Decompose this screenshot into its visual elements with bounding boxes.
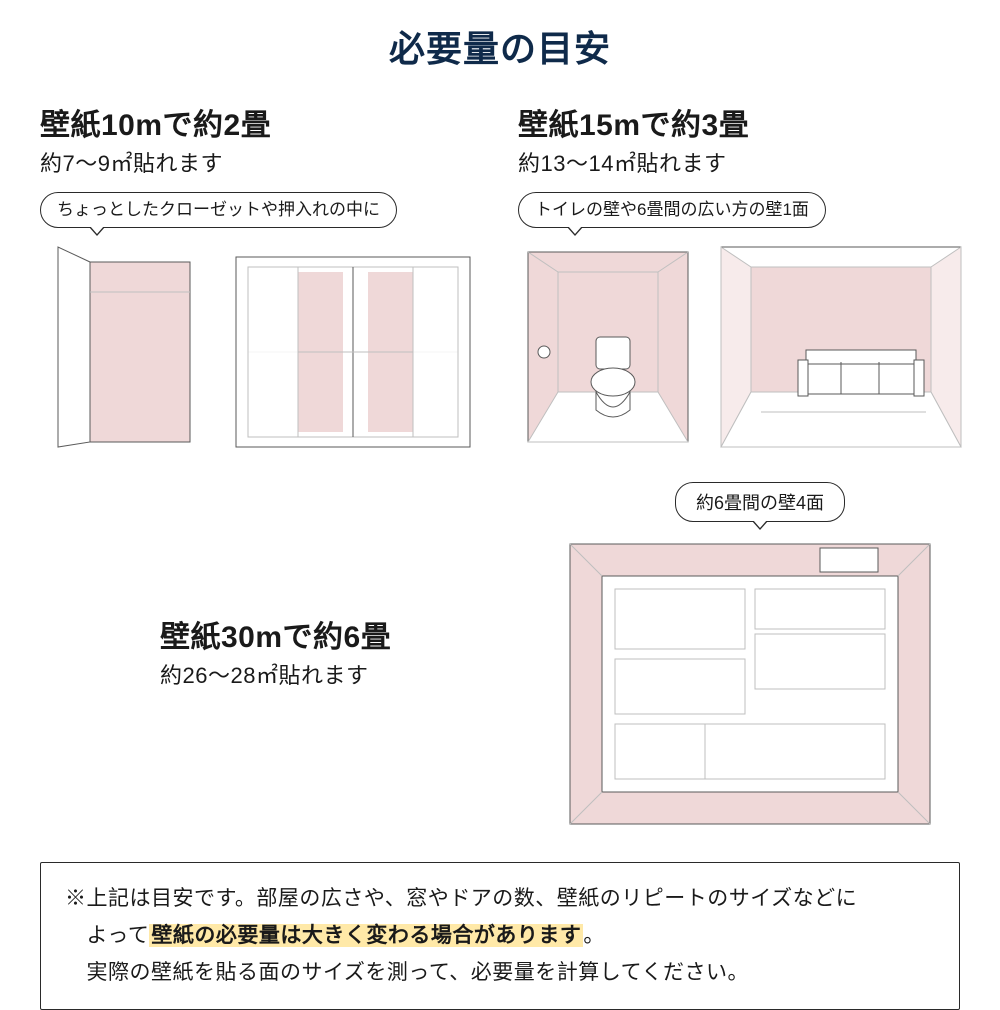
heading-30m: 壁紙30mで約6畳 (160, 612, 520, 656)
bubble-10m: ちょっとしたクローゼットや押入れの中に (40, 192, 397, 228)
illus-row-10m (40, 242, 478, 462)
living-room-icon (716, 242, 966, 462)
bubble-30m: 約6畳間の壁4面 (675, 482, 845, 522)
top-row: 壁紙10mで約2畳 約7～9㎡貼れます ちょっとしたクローゼットや押入れの中に (40, 100, 960, 462)
closet-icon (40, 242, 210, 462)
subheading-10m: 約7～9㎡貼れます (40, 146, 478, 178)
subheading-15m: 約13～14㎡貼れます (518, 146, 966, 178)
note-highlight: 壁紙の必要量は大きく変わる場合があります (149, 924, 583, 947)
sliding-closet-icon (228, 242, 478, 462)
note-line-2c: 。 (583, 924, 605, 947)
section-15m: 壁紙15mで約3畳 約13～14㎡貼れます トイレの壁や6畳間の広い方の壁1面 (518, 100, 966, 462)
section-30m: 壁紙30mで約6畳 約26～28㎡貼れます 約6畳間の壁4面 (40, 482, 960, 834)
heading-10m: 壁紙10mで約2畳 (40, 100, 478, 144)
note-line-3: 実際の壁紙を貼る面のサイズを測って、必要量を計算してください。 (65, 955, 935, 992)
illus-row-15m (518, 242, 966, 462)
note-line-2a: よって (87, 924, 150, 947)
note-line-1: ※上記は目安です。部屋の広さや、窓やドアの数、壁紙のリピートのサイズなどに (65, 881, 935, 918)
section-10m: 壁紙10mで約2畳 約7～9㎡貼れます ちょっとしたクローゼットや押入れの中に (40, 100, 478, 462)
room-plan-icon (560, 534, 940, 834)
bubble-15m: トイレの壁や6畳間の広い方の壁1面 (518, 192, 826, 228)
note-line-3-text: 実際の壁紙を貼る面のサイズを測って、必要量を計算してください。 (87, 961, 750, 984)
section-30m-illus: 約6畳間の壁4面 (560, 482, 960, 834)
toilet-room-icon (518, 242, 698, 462)
note-line-2: よって壁紙の必要量は大きく変わる場合があります。 (65, 918, 935, 955)
section-30m-text: 壁紙30mで約6畳 約26～28㎡貼れます (40, 612, 520, 704)
subheading-30m: 約26～28㎡貼れます (160, 658, 520, 690)
note-box: ※上記は目安です。部屋の広さや、窓やドアの数、壁紙のリピートのサイズなどに よっ… (40, 862, 960, 1010)
page-title: 必要量の目安 (40, 20, 960, 72)
heading-15m: 壁紙15mで約3畳 (518, 100, 966, 144)
